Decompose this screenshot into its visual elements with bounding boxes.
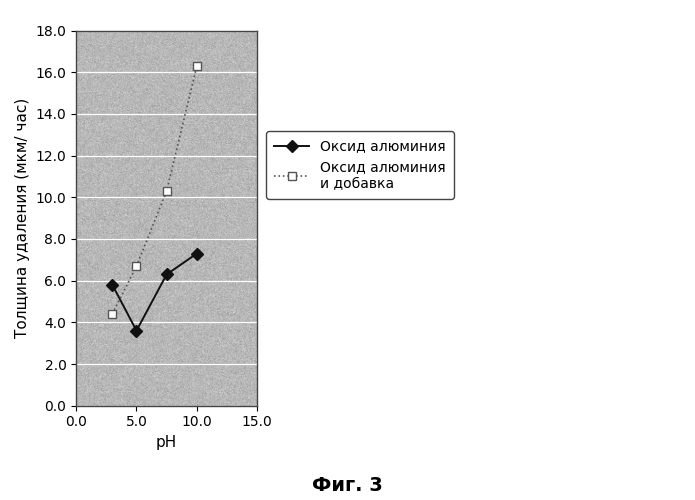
Оксид алюминия
и добавка	[132, 263, 140, 269]
Line: Оксид алюминия: Оксид алюминия	[108, 250, 201, 335]
Line: Оксид алюминия
и добавка: Оксид алюминия и добавка	[108, 62, 201, 318]
Legend: Оксид алюминия, Оксид алюминия
и добавка: Оксид алюминия, Оксид алюминия и добавка	[266, 132, 454, 199]
Оксид алюминия	[132, 328, 140, 334]
Оксид алюминия	[108, 282, 117, 288]
X-axis label: pH: pH	[156, 435, 177, 450]
Y-axis label: Толщина удаления (мкм/ час): Толщина удаления (мкм/ час)	[15, 98, 30, 338]
Оксид алюминия
и добавка	[108, 311, 117, 317]
Оксид алюминия
и добавка	[163, 188, 171, 194]
Оксид алюминия	[163, 272, 171, 278]
Оксид алюминия	[193, 250, 201, 256]
Text: Фиг. 3: Фиг. 3	[312, 476, 383, 495]
Оксид алюминия
и добавка	[193, 63, 201, 69]
